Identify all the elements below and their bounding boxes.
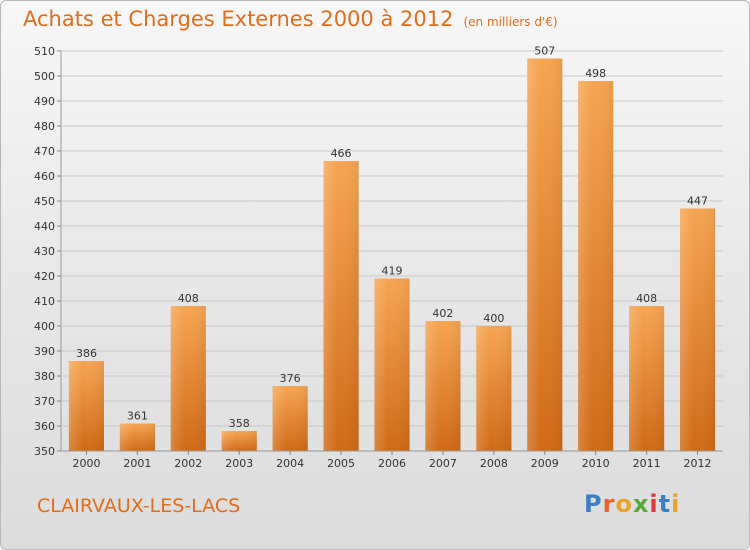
x-tick-label-2012: 2012 xyxy=(684,457,712,470)
chart-unit: (en milliers d'€) xyxy=(463,15,558,29)
commune-name: CLAIRVAUX-LES-LACS xyxy=(37,495,241,517)
bar-shade-2003 xyxy=(221,431,257,451)
y-tick-label: 440 xyxy=(34,220,55,233)
x-tick-label-2011: 2011 xyxy=(633,457,661,470)
y-tick-label: 360 xyxy=(34,420,55,433)
value-label-2002: 408 xyxy=(178,292,199,305)
logo-letter: r xyxy=(602,490,616,518)
title-row: Achats et Charges Externes 2000 à 2012 (e… xyxy=(23,7,558,31)
x-tick-label-2010: 2010 xyxy=(582,457,610,470)
logo-letter: i xyxy=(649,490,659,518)
x-tick-label-2007: 2007 xyxy=(429,457,457,470)
x-tick-label-2005: 2005 xyxy=(327,457,355,470)
y-tick-label: 370 xyxy=(34,395,55,408)
value-label-2000: 386 xyxy=(76,347,97,360)
value-label-2007: 402 xyxy=(432,307,453,320)
y-tick-label: 500 xyxy=(34,70,55,83)
value-label-2010: 498 xyxy=(585,67,606,80)
value-label-2006: 419 xyxy=(382,265,403,278)
value-label-2009: 507 xyxy=(534,45,555,58)
y-tick-label: 390 xyxy=(34,345,55,358)
y-tick-label: 430 xyxy=(34,245,55,258)
bar-shade-2010 xyxy=(578,81,614,451)
value-label-2004: 376 xyxy=(280,372,301,385)
x-tick-label-2003: 2003 xyxy=(225,457,253,470)
y-tick-label: 410 xyxy=(34,295,55,308)
logo-letter: o xyxy=(615,490,633,518)
y-tick-label: 400 xyxy=(34,320,55,333)
value-label-2012: 447 xyxy=(687,195,708,208)
y-tick-label: 490 xyxy=(34,95,55,108)
y-tick-label: 510 xyxy=(34,45,55,58)
y-tick-label: 420 xyxy=(34,270,55,283)
x-tick-label-2001: 2001 xyxy=(123,457,151,470)
logo-letter: t xyxy=(658,490,672,518)
value-label-2011: 408 xyxy=(636,292,657,305)
bar-shade-2008 xyxy=(476,326,512,451)
bar-shade-2000 xyxy=(68,361,105,451)
value-label-2008: 400 xyxy=(483,312,504,325)
x-tick-label-2004: 2004 xyxy=(276,457,304,470)
bar-shade-2007 xyxy=(425,321,461,451)
y-tick-label: 350 xyxy=(34,445,55,458)
x-tick-label-2009: 2009 xyxy=(531,457,559,470)
x-tick-label-2006: 2006 xyxy=(378,457,406,470)
bar-shade-2004 xyxy=(272,386,308,451)
y-tick-label: 380 xyxy=(34,370,55,383)
bar-shade-2009 xyxy=(527,58,563,451)
x-tick-label-2008: 2008 xyxy=(480,457,508,470)
y-tick-label: 450 xyxy=(34,195,55,208)
axes xyxy=(57,50,723,455)
bar-shade-2005 xyxy=(323,161,359,451)
bar-shade-2001 xyxy=(119,423,155,451)
logo-letter: P xyxy=(584,490,603,518)
proxiti-logo: Proxiti xyxy=(584,490,680,518)
value-label-2003: 358 xyxy=(229,417,250,430)
chart-title: Achats et Charges Externes 2000 à 2012 xyxy=(23,7,454,31)
bar-shade-2011 xyxy=(629,306,665,451)
x-tick-label-2002: 2002 xyxy=(174,457,202,470)
bar-shade-2006 xyxy=(374,278,410,451)
bar-shade-2002 xyxy=(170,306,206,451)
value-label-2001: 361 xyxy=(127,410,148,423)
y-tick-label: 480 xyxy=(34,120,55,133)
y-tick-label: 470 xyxy=(34,145,55,158)
x-tick-label-2000: 2000 xyxy=(72,457,100,470)
bars xyxy=(68,58,716,451)
logo-letter: x xyxy=(632,490,650,518)
bar-shade-2012 xyxy=(679,208,716,451)
y-tick-label: 460 xyxy=(34,170,55,183)
labels: 350 360 370 380 390 400 410 420 430 440 450 460 470 4… xyxy=(34,45,712,471)
value-label-2005: 466 xyxy=(331,147,352,160)
logo-letter: i xyxy=(671,490,681,518)
